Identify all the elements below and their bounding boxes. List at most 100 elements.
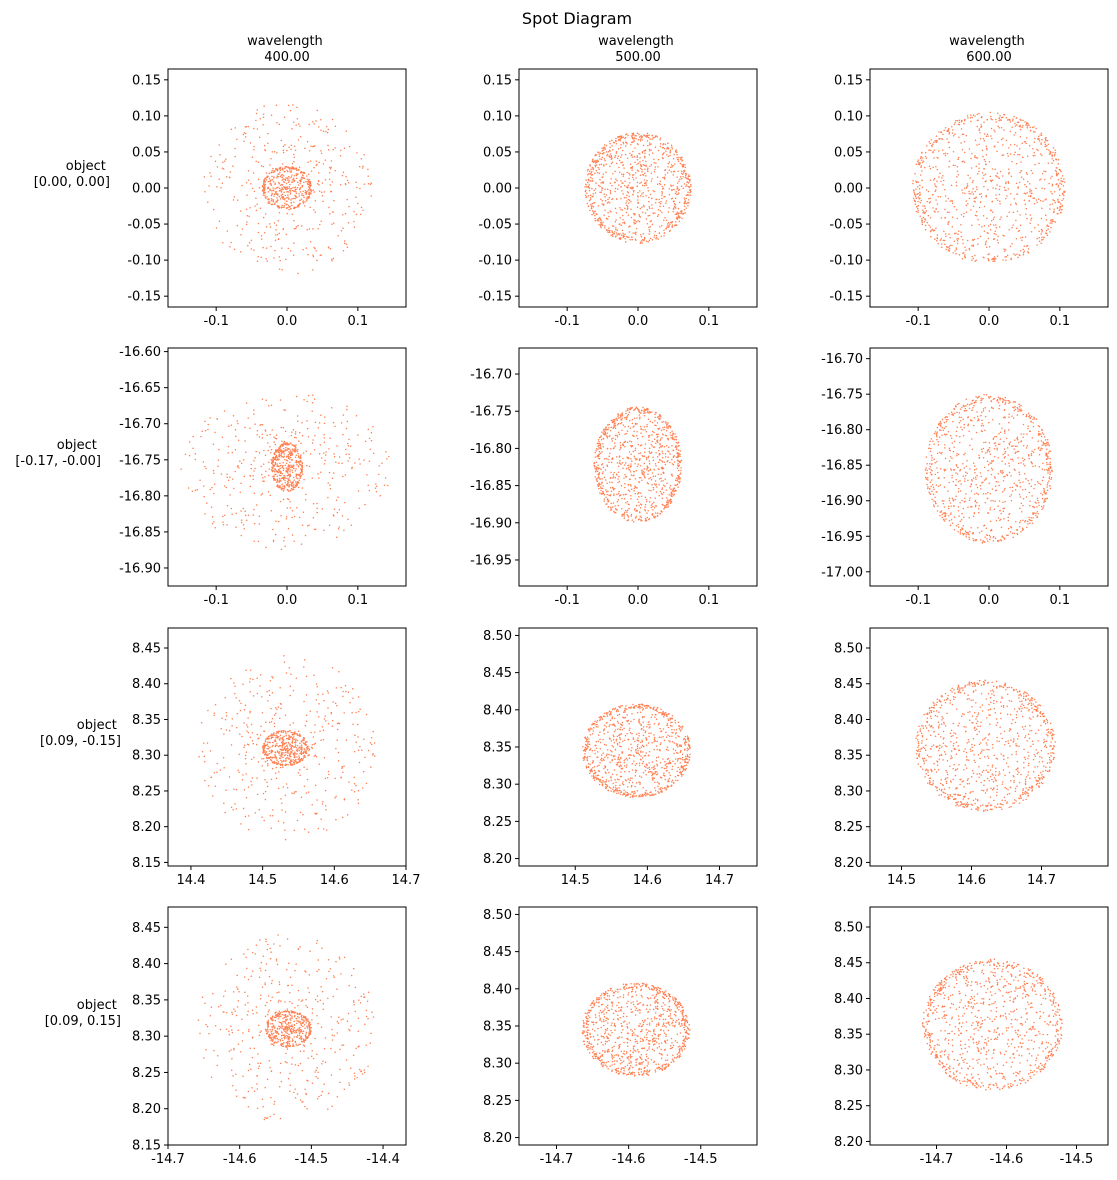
- spot-point: [629, 466, 631, 468]
- spot-point: [689, 180, 691, 182]
- spot-point: [320, 471, 322, 474]
- spot-point: [919, 197, 921, 200]
- spot-point: [624, 241, 627, 243]
- spot-point: [1002, 154, 1005, 156]
- spot-point: [617, 465, 620, 468]
- spot-point: [599, 216, 601, 219]
- spot-point: [993, 129, 995, 131]
- spot-point: [1044, 199, 1046, 201]
- spot-point: [677, 455, 679, 457]
- spot-point: [258, 186, 261, 189]
- spot-point: [634, 447, 637, 450]
- spot-point: [337, 496, 339, 499]
- spot-point: [655, 451, 657, 454]
- spot-point: [676, 216, 678, 218]
- spot-point: [990, 127, 993, 130]
- spot-point: [1016, 253, 1018, 256]
- spot-point: [1020, 237, 1022, 239]
- spot-point: [275, 481, 278, 484]
- spot-point: [670, 221, 672, 224]
- spot-point: [252, 474, 254, 477]
- spot-point: [1002, 501, 1004, 503]
- spot-point: [667, 456, 669, 458]
- spot-point: [363, 154, 365, 156]
- spot-point: [933, 505, 935, 508]
- spot-point: [306, 427, 309, 430]
- spot-point: [679, 455, 681, 457]
- spot-point: [293, 484, 295, 486]
- spot-point: [666, 153, 668, 156]
- spot-point: [1029, 214, 1032, 216]
- y-tick-label: -16.75: [119, 453, 161, 468]
- spot-point: [631, 169, 633, 171]
- spot-point: [622, 467, 624, 469]
- spot-point: [265, 178, 268, 181]
- spot-point: [688, 186, 691, 189]
- spot-point: [301, 487, 304, 489]
- spot-point: [662, 491, 665, 494]
- spot-point: [974, 139, 977, 142]
- spot-point: [1000, 119, 1002, 121]
- spot-point: [606, 435, 608, 438]
- spot-point: [648, 452, 651, 454]
- spot-point: [685, 174, 687, 177]
- spot-point: [1034, 137, 1036, 140]
- spot-point: [323, 191, 326, 193]
- spot-point: [204, 429, 207, 432]
- spot-point: [614, 507, 617, 510]
- spot-point: [651, 223, 654, 226]
- spot-point: [291, 162, 294, 165]
- spot-point: [282, 467, 285, 470]
- spot-point: [256, 433, 258, 436]
- spot-point: [332, 257, 335, 260]
- spot-point: [239, 251, 242, 253]
- spot-point: [962, 192, 964, 194]
- spot-point: [625, 476, 627, 478]
- spot-point: [1028, 199, 1031, 202]
- spot-point: [282, 469, 285, 471]
- spot-point: [621, 412, 624, 414]
- spot-point: [283, 198, 286, 201]
- spot-point: [970, 479, 973, 481]
- spot-point: [990, 180, 993, 183]
- spot-point: [221, 436, 224, 439]
- spot-point: [256, 260, 259, 262]
- spot-point: [643, 462, 646, 465]
- spot-point: [244, 426, 246, 429]
- spot-point: [666, 500, 668, 502]
- spot-point: [590, 207, 593, 210]
- spot-point: [644, 496, 647, 498]
- spot-point: [664, 478, 666, 480]
- spot-point: [998, 188, 1001, 191]
- spot-point: [671, 475, 674, 477]
- spot-point: [668, 161, 671, 163]
- spot-point: [965, 535, 968, 538]
- spot-point: [649, 468, 652, 471]
- spot-point: [1049, 461, 1052, 464]
- spot-point: [626, 414, 629, 417]
- spot-point: [225, 175, 228, 178]
- spot-point: [929, 230, 932, 233]
- spot-point: [998, 177, 1000, 179]
- spot-point: [917, 200, 919, 203]
- spot-point: [291, 471, 294, 473]
- spot-point: [304, 200, 306, 203]
- spot-point: [323, 529, 325, 532]
- spot-point: [1030, 516, 1032, 519]
- spot-point: [941, 426, 944, 429]
- spot-point: [1004, 189, 1006, 191]
- spot-point: [971, 181, 974, 184]
- spot-point: [614, 438, 617, 440]
- spot-point: [989, 493, 992, 495]
- spot-point: [1038, 236, 1040, 239]
- spot-point: [278, 123, 281, 126]
- spot-point: [651, 472, 654, 474]
- spot-point: [649, 237, 652, 240]
- spot-point: [685, 177, 688, 179]
- spot-point: [1018, 521, 1021, 524]
- spot-point: [1030, 478, 1033, 481]
- spot-point: [620, 180, 622, 182]
- spot-point: [301, 461, 303, 464]
- spot-point: [605, 229, 608, 231]
- spot-point: [653, 501, 655, 503]
